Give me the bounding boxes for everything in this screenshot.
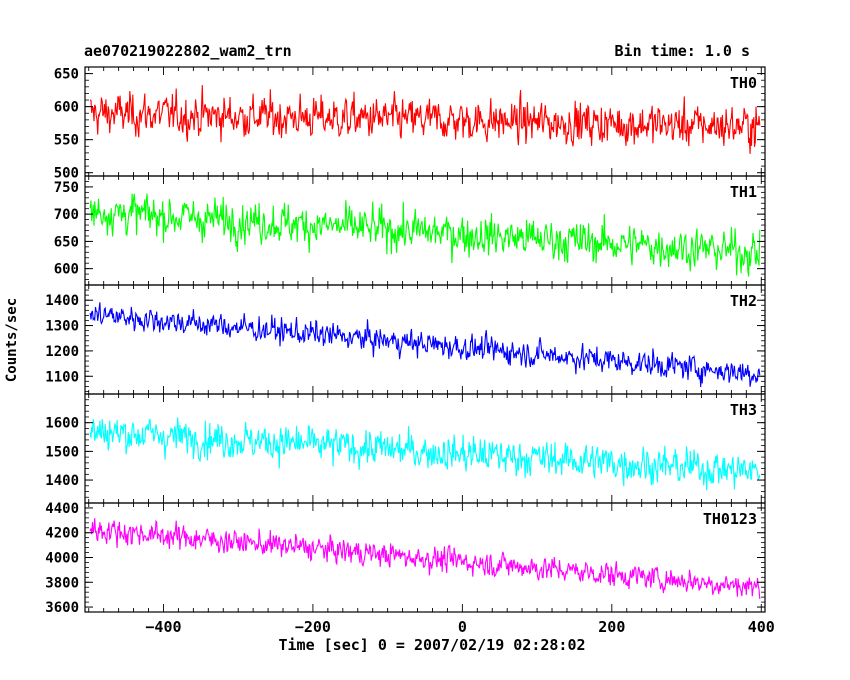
panel-label-th0123: TH0123	[703, 510, 757, 528]
y-tick-label: 600	[54, 262, 79, 278]
x-tick-label: −200	[295, 618, 331, 636]
panel-label-th0: TH0	[730, 74, 757, 92]
y-tick-label: 550	[54, 133, 79, 149]
y-tick-label: 4000	[45, 551, 79, 567]
panel-frame-th2	[84, 284, 766, 395]
y-tick-label: 1100	[45, 369, 79, 385]
y-tick-label: 650	[54, 234, 79, 250]
y-tick-label: 750	[54, 180, 79, 196]
series-th0123-line	[89, 518, 761, 600]
panel-label-th3: TH3	[730, 401, 757, 419]
y-tick-label: 500	[54, 166, 79, 182]
y-tick-label: 650	[54, 67, 79, 83]
series-th2-line	[89, 302, 761, 388]
y-tick-label: 1300	[45, 319, 79, 335]
x-tick-label: 400	[748, 618, 775, 636]
bin-time-label: Bin time: 1.0 s	[614, 42, 750, 60]
y-tick-label: 1500	[45, 444, 79, 460]
plot-title: ae070219022802_wam2_trn	[84, 42, 292, 60]
x-tick-label: 0	[458, 618, 467, 636]
x-tick-label: −400	[145, 618, 181, 636]
y-tick-label: 4200	[45, 526, 79, 542]
panel-frame-th0123	[84, 502, 766, 613]
y-tick-label: 1600	[45, 416, 79, 432]
panel-label-th2: TH2	[730, 292, 757, 310]
panel-label-th1: TH1	[730, 183, 757, 201]
series-th0-line	[89, 85, 761, 154]
y-tick-label: 4400	[45, 501, 79, 517]
y-tick-label: 700	[54, 207, 79, 223]
y-tick-label: 3600	[45, 600, 79, 616]
x-tick-label: 200	[598, 618, 625, 636]
series-th1-line	[89, 193, 761, 277]
x-axis-label: Time [sec] 0 = 2007/02/19 02:28:02	[278, 636, 586, 654]
y-tick-label: 1400	[45, 473, 79, 489]
series-th3-line	[89, 417, 761, 491]
y-tick-label: 3800	[45, 575, 79, 591]
y-tick-label: 1400	[45, 293, 79, 309]
y-tick-label: 1200	[45, 344, 79, 360]
y-tick-label: 600	[54, 100, 79, 116]
